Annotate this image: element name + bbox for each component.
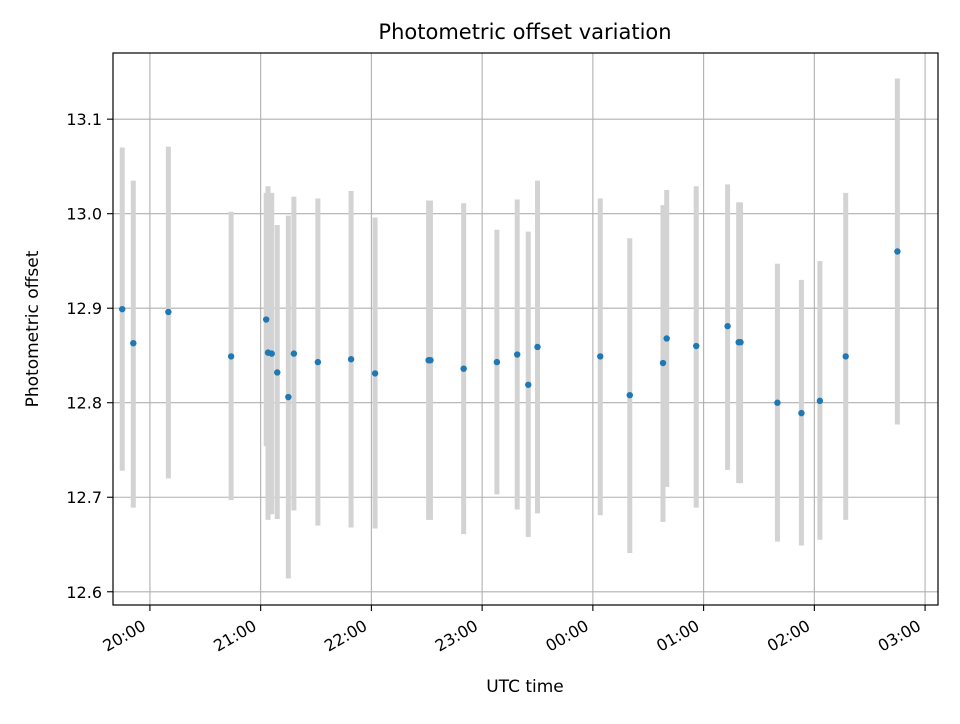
data-point	[268, 350, 275, 357]
y-axis-label: Photometric offset	[23, 250, 43, 407]
data-point	[659, 359, 667, 367]
data-point	[774, 399, 781, 406]
data-point	[597, 353, 604, 360]
grid-lines	[113, 53, 938, 605]
chart-title: Photometric offset variation	[378, 20, 671, 44]
data-point	[130, 339, 137, 347]
data-point	[371, 370, 379, 377]
data-point	[347, 356, 355, 363]
data-point	[534, 343, 541, 351]
data-point	[262, 316, 270, 323]
data-point	[525, 381, 532, 388]
data-point	[165, 308, 172, 316]
data-point	[285, 393, 292, 401]
y-tick-label: 13.1	[66, 110, 102, 129]
x-axis-label: UTC time	[486, 677, 564, 697]
data-point	[663, 335, 670, 342]
data-point	[460, 365, 467, 372]
y-tick-label: 12.9	[66, 299, 102, 318]
data-point	[693, 342, 700, 350]
data-point	[314, 358, 322, 366]
data-point	[227, 353, 235, 360]
data-point	[274, 369, 281, 376]
y-tick-label: 12.7	[66, 488, 102, 507]
data-point	[119, 305, 126, 313]
data-point	[427, 356, 434, 364]
data-point	[513, 351, 521, 358]
data-points	[119, 248, 901, 417]
data-point	[724, 322, 731, 330]
data-point	[737, 339, 744, 346]
data-point	[842, 353, 849, 360]
data-point	[894, 248, 901, 255]
plot-area-frame	[112, 52, 939, 606]
data-point	[626, 391, 633, 399]
y-axis-ticks: 12.6 12.7 12.8 12.9 13.0 13.1	[66, 110, 113, 602]
data-point	[493, 358, 501, 366]
y-tick-label: 12.8	[66, 394, 102, 413]
data-point	[816, 397, 824, 405]
data-point	[290, 350, 298, 357]
data-point	[798, 409, 805, 417]
y-tick-label: 12.6	[66, 583, 102, 602]
y-tick-label: 13.0	[66, 205, 102, 224]
